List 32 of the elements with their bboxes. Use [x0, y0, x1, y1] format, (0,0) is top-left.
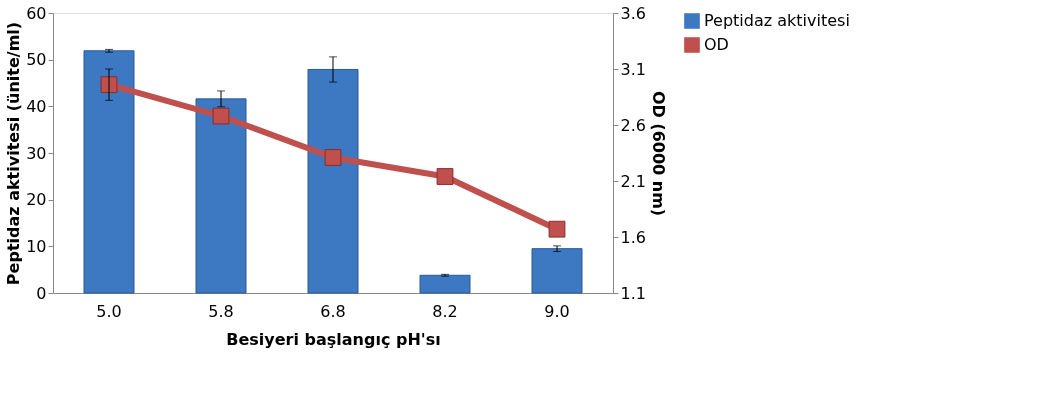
y2-tick-label: 1.1 [620, 283, 646, 303]
y-axis-title: Peptidaz aktivitesi (ünite/ml) [4, 21, 24, 286]
x-tick-label: 9.0 [544, 301, 570, 321]
bar [195, 98, 247, 294]
bar [307, 68, 359, 294]
legend-label: OD [704, 35, 729, 54]
point [548, 220, 566, 238]
y-tick-label: 60 [26, 3, 47, 23]
x-tick-label: 8.2 [432, 301, 458, 321]
x-tick-label: 5.0 [96, 301, 122, 321]
point [212, 107, 230, 125]
bar [83, 50, 135, 294]
y2-tick-label: 1.6 [620, 227, 646, 247]
y-tick-label: 50 [26, 50, 47, 70]
y-tick-label: 30 [26, 143, 47, 163]
y2-tick-label: 2.1 [620, 171, 646, 191]
legend-label: Peptidaz aktivitesi [704, 11, 850, 30]
y2-tick-label: 3.1 [620, 59, 646, 79]
point [324, 149, 342, 166]
bar [419, 274, 471, 294]
point [436, 168, 454, 185]
x-tick-label: 6.8 [320, 301, 346, 321]
x-tick-label: 5.8 [208, 301, 234, 321]
y-tick-label: 40 [26, 96, 47, 116]
y-tick-label: 20 [26, 190, 47, 210]
y-tick-label: 0 [36, 283, 47, 303]
bar [531, 248, 583, 294]
x-axis-title: Besiyeri başlangıç pH'sı [226, 329, 441, 349]
y2-tick-label: 2.6 [620, 115, 646, 135]
y2-tick-label: 3.6 [620, 3, 646, 23]
y-tick-label: 10 [26, 236, 47, 256]
y2-axis-title: OD (6000 nm) [648, 90, 668, 217]
